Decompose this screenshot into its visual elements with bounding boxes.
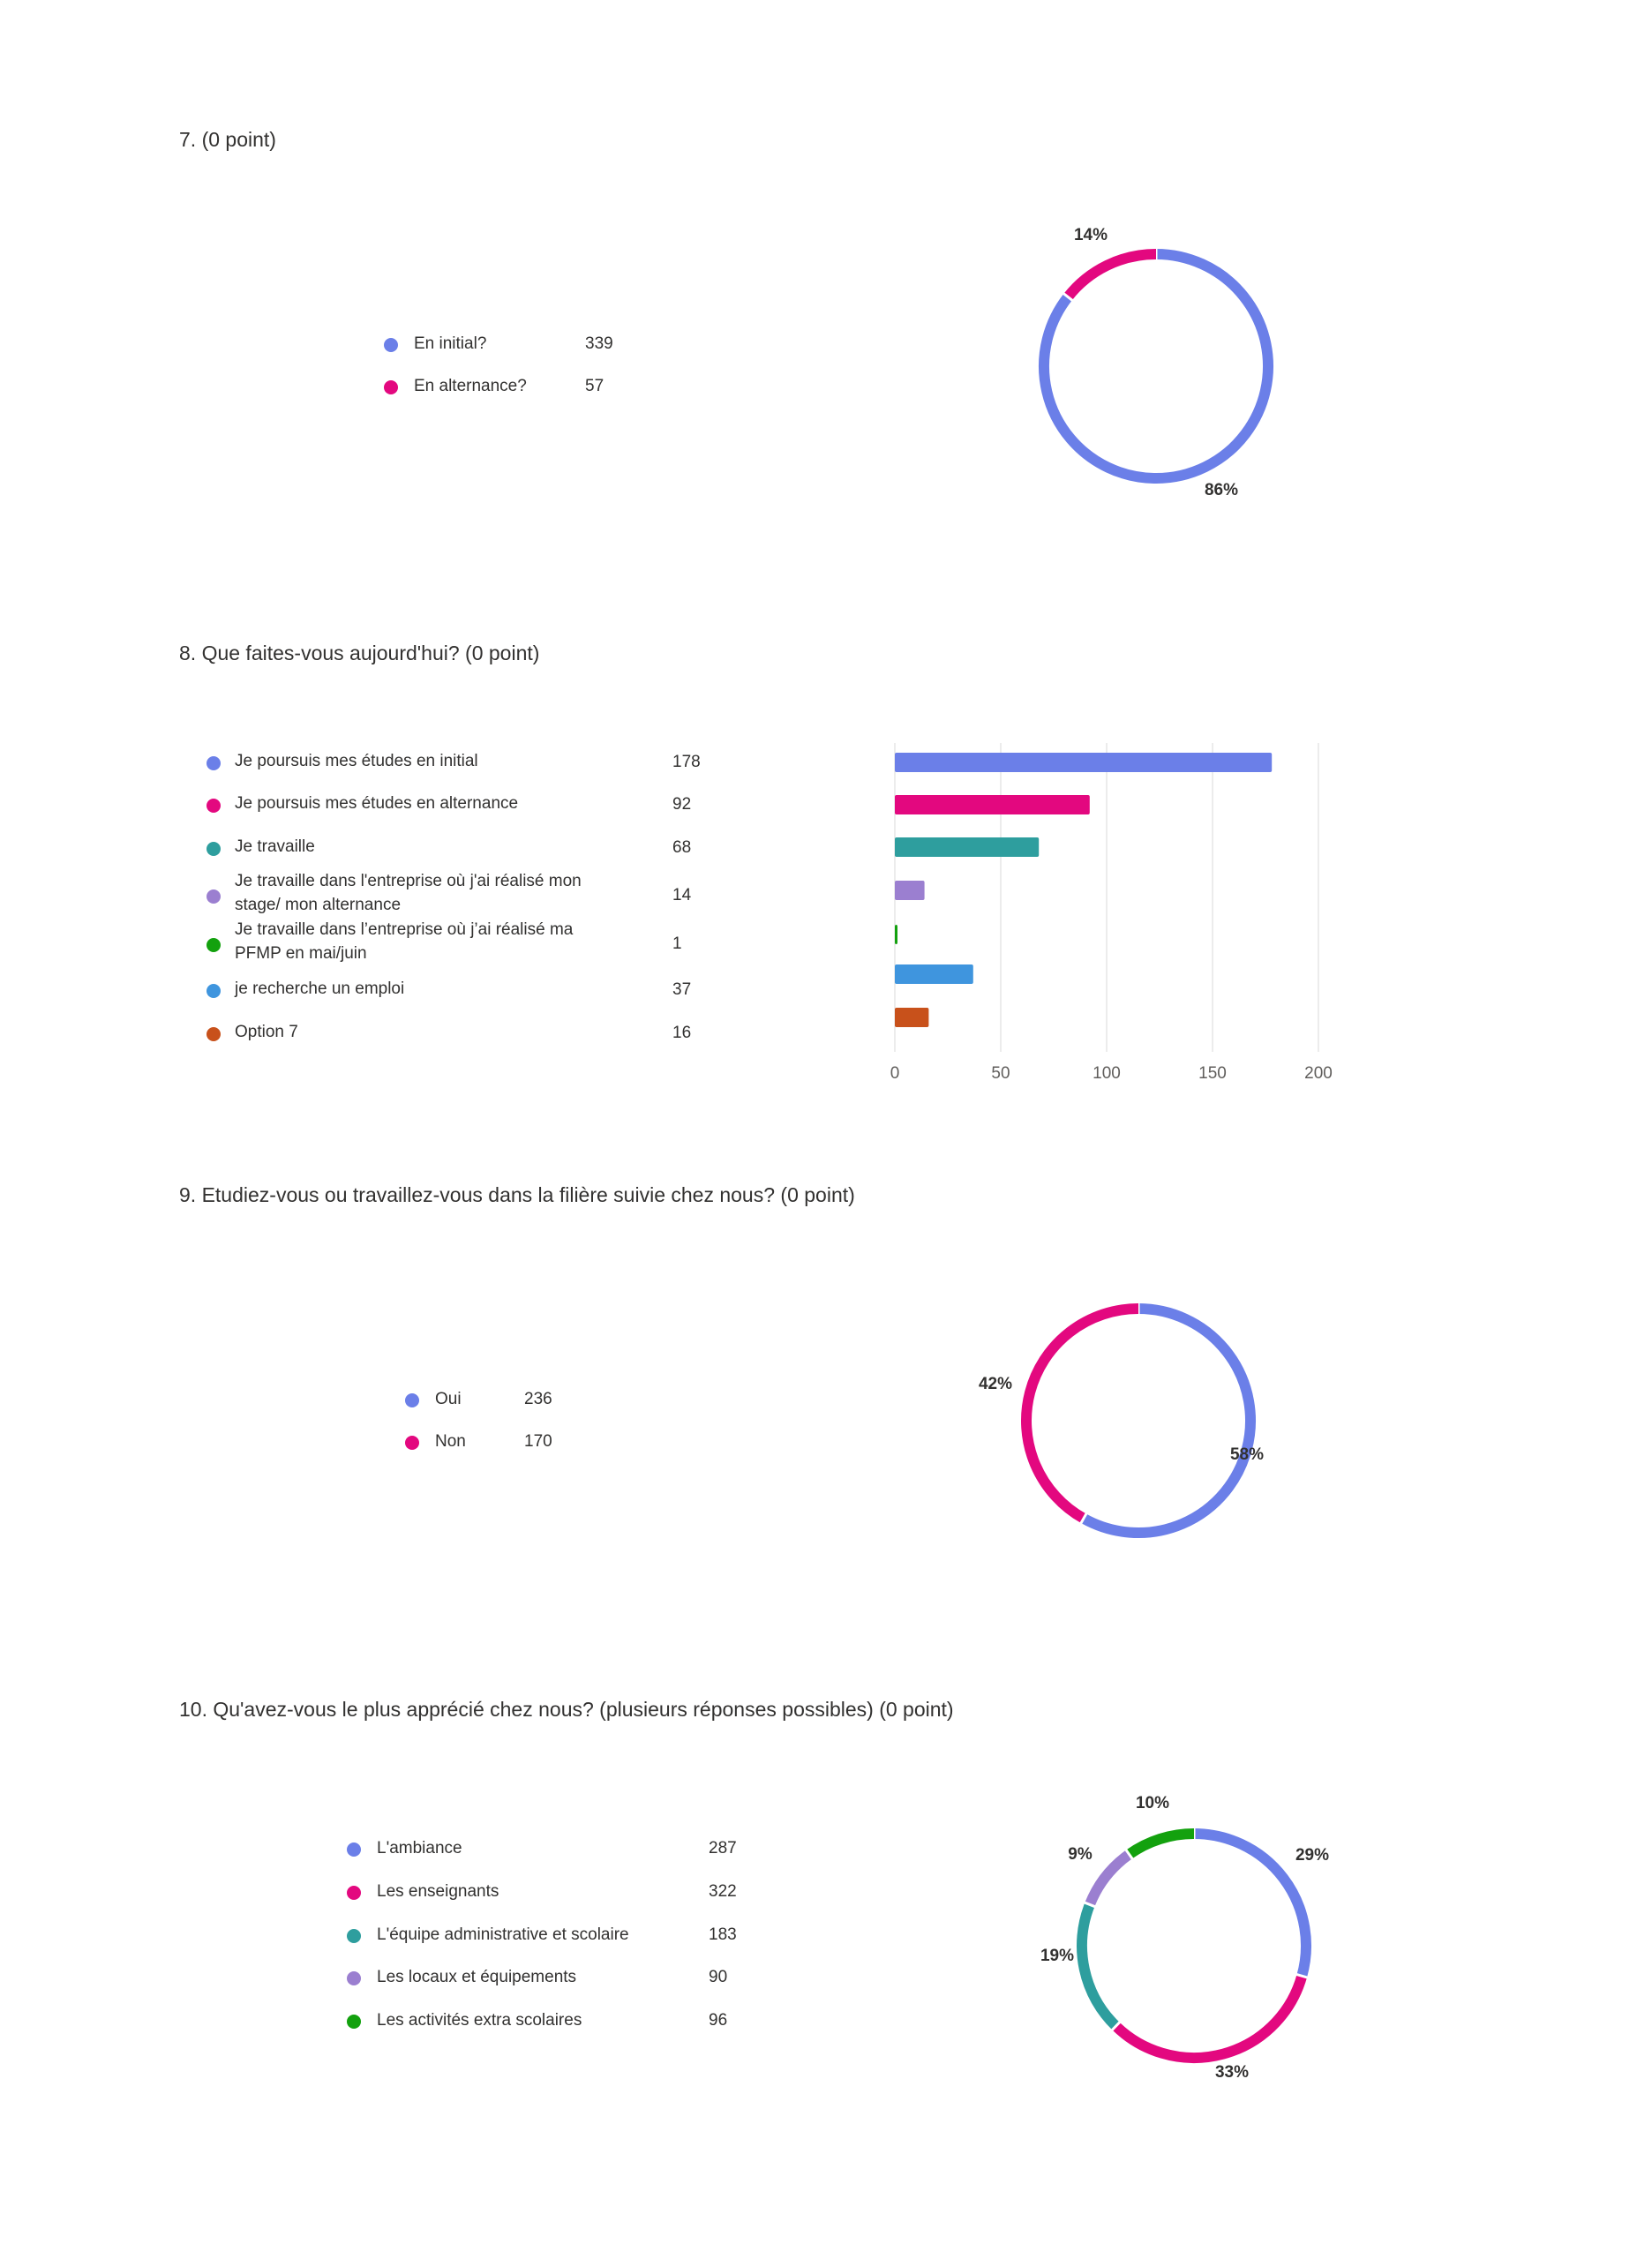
percent-label: 9%	[1068, 1845, 1093, 1864]
legend-count: 90	[709, 1968, 728, 1986]
legend-count: 92	[672, 795, 692, 814]
legend-dot	[206, 756, 221, 770]
legend-dot	[347, 1929, 361, 1943]
legend-count: 170	[524, 1432, 552, 1451]
bar	[895, 881, 925, 900]
question-9-donut-chart: 58% 42%	[979, 1302, 1264, 1538]
legend-count: 37	[672, 980, 692, 999]
legend-count: 68	[672, 838, 692, 857]
legend-label: Oui	[435, 1390, 462, 1408]
donut-slice	[1021, 1303, 1139, 1524]
bar	[895, 837, 1040, 857]
donut-slice	[1081, 1303, 1256, 1538]
donut-slice	[1063, 249, 1157, 301]
legend-count: 287	[709, 1839, 737, 1857]
legend-count: 57	[585, 377, 604, 395]
slice-separator	[1062, 291, 1074, 303]
bar	[895, 753, 1273, 772]
legend-label: Je poursuis mes études en initial	[235, 752, 478, 770]
legend-dot	[347, 1842, 361, 1857]
x-tick-label: 0	[890, 1064, 900, 1083]
donut-slice	[1039, 249, 1273, 484]
question-10-donut-chart: 29% 33% 19% 9% 10%	[1040, 1794, 1329, 2082]
legend-count: 236	[524, 1390, 552, 1408]
legend-dot	[384, 338, 398, 352]
legend-dot	[347, 1971, 361, 1985]
slice-separator	[1083, 1901, 1096, 1909]
percent-label: 10%	[1136, 1794, 1169, 1812]
slice-separator	[1124, 1848, 1134, 1860]
question-8-title: 8. Que faites-vous aujourd'hui? (0 point…	[179, 642, 540, 664]
percent-label: 14%	[1074, 226, 1108, 244]
legend-count: 1	[672, 934, 682, 953]
legend-dot	[405, 1393, 419, 1407]
legend-count: 96	[709, 2011, 728, 2030]
question-7-donut-chart: 86% 14%	[1039, 226, 1273, 499]
legend-label: L'équipe administrative et scolaire	[377, 1925, 629, 1944]
legend-label: Je travaille dans l'entreprise où j'ai r…	[235, 872, 582, 914]
x-tick-label: 150	[1198, 1064, 1227, 1083]
x-tick-label: 200	[1304, 1064, 1333, 1083]
legend-count: 183	[709, 1925, 737, 1944]
legend-label: Les enseignants	[377, 1882, 499, 1901]
legend-dot	[206, 889, 221, 904]
slice-separator	[1079, 1512, 1088, 1525]
question-7-title: 7. (0 point)	[179, 128, 276, 151]
legend-dot	[347, 1886, 361, 1900]
legend-count: 322	[709, 1882, 737, 1901]
percent-label: 58%	[1230, 1445, 1264, 1464]
bar	[895, 1008, 929, 1027]
bar	[895, 964, 973, 984]
legend-label: Non	[435, 1432, 466, 1451]
percent-label: 33%	[1215, 2063, 1249, 2082]
bar	[895, 795, 1090, 814]
legend-label: L'ambiance	[377, 1839, 462, 1857]
legend-dot	[347, 2015, 361, 2029]
legend-count: 178	[672, 753, 701, 771]
legend-dot	[206, 984, 221, 998]
legend-dot	[384, 380, 398, 394]
donut-slice	[1077, 1903, 1120, 2030]
legend-dot	[206, 1027, 221, 1041]
legend-dot	[206, 842, 221, 856]
question-8-bar-chart: 0 50 100 150 200	[890, 743, 1333, 1083]
question-10-title: 10. Qu'avez-vous le plus apprécié chez n…	[179, 1698, 954, 1721]
percent-label: 19%	[1040, 1947, 1074, 1965]
legend-label: Je travaille	[235, 837, 315, 856]
legend-label: je recherche un emploi	[235, 979, 405, 998]
legend-count: 339	[585, 334, 613, 353]
slice-separator	[1295, 1972, 1309, 1979]
percent-label: 86%	[1205, 481, 1238, 499]
legend-label: Les activités extra scolaires	[377, 2011, 582, 2030]
x-tick-label: 100	[1093, 1064, 1121, 1083]
percent-label: 42%	[979, 1375, 1012, 1393]
bar	[895, 925, 897, 944]
donut-slice	[1085, 1850, 1133, 1907]
legend-label: Option 7	[235, 1023, 298, 1041]
legend-label: Je poursuis mes études en alternance	[235, 794, 519, 813]
legend-dot	[206, 799, 221, 813]
donut-slice	[1112, 1974, 1308, 2063]
donut-slice	[1126, 1828, 1195, 1859]
donut-slice	[1193, 1828, 1311, 1978]
legend-dot	[405, 1436, 419, 1450]
x-tick-label: 50	[991, 1064, 1010, 1083]
legend-count: 16	[672, 1024, 692, 1042]
percent-label: 29%	[1295, 1846, 1329, 1865]
legend-label: Les locaux et équipements	[377, 1968, 577, 1986]
legend-count: 14	[672, 886, 692, 904]
legend-dot	[206, 938, 221, 952]
question-9-title: 9. Etudiez-vous ou travaillez-vous dans …	[179, 1183, 855, 1206]
legend-label: En alternance?	[414, 377, 527, 395]
legend-label: Je travaille dans l’entreprise où j’ai r…	[235, 920, 574, 963]
slice-separator	[1110, 2021, 1122, 2032]
legend-label: En initial?	[414, 334, 487, 353]
